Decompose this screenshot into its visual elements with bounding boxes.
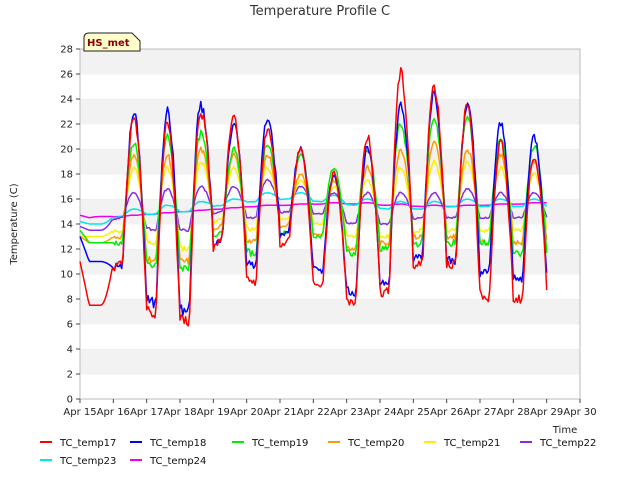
legend-item-tc_temp22: TC_temp22 [520,438,596,449]
legend-label: TC_temp17 [59,438,116,449]
y-tick-label: 28 [60,45,73,56]
x-tick-label: Apr 15 [63,407,96,418]
y-tick-label: 20 [60,145,73,156]
x-axis-ticks: Apr 15 Apr 16 Apr 17 Apr 18 Apr 19 Apr 20 Apr … [63,399,597,418]
legend-item-tc_temp18: TC_temp18 [130,438,206,449]
badge-box [83,32,141,52]
y-tick-label: 12 [60,245,73,256]
grid-band [80,49,580,74]
grid-band [80,74,580,99]
x-axis-title: Time [552,425,577,436]
legend-item-tc_temp19: TC_temp19 [232,438,308,449]
y-tick-label: 22 [60,120,73,131]
y-tick-label: 26 [60,70,73,81]
legend-item-tc_temp24: TC_temp24 [130,456,206,467]
grid-band [80,349,580,374]
legend-item-tc_temp20: TC_temp20 [328,438,404,449]
grid-band [80,224,580,249]
y-tick-label: 24 [60,95,73,106]
grid-band [80,274,580,299]
x-tick-label: Apr 23 [330,407,363,418]
x-tick-label: Apr 16 [97,407,130,418]
x-tick-label: Apr 27 [463,407,496,418]
y-tick-label: 2 [67,370,73,381]
series-layer [79,67,548,327]
x-tick-label: Apr 21 [263,407,296,418]
x-tick-label: Apr 20 [230,407,263,418]
chart-title: Temperature Profile C [249,4,390,19]
x-tick-label: Apr 22 [297,407,330,418]
legend-label: TC_temp18 [149,438,206,449]
y-tick-label: 18 [60,170,73,181]
grid-band [80,324,580,349]
grid-band [80,249,580,274]
x-tick-label: Apr 26 [430,407,463,418]
legend: TC_temp17 TC_temp18 TC_temp19 TC_temp20 TC_t… [40,438,596,467]
x-tick-label: Apr 28 [497,407,530,418]
y-tick-label: 10 [60,270,73,281]
y-tick-label: 6 [67,320,73,331]
y-axis-title: Temperature (C) [9,183,20,265]
grid-band [80,299,580,324]
grid-band [80,374,580,399]
series-line-tc_temp24 [79,201,547,219]
legend-item-tc_temp23: TC_temp23 [40,456,116,467]
y-tick-label: 14 [60,220,73,231]
legend-item-tc_temp17: TC_temp17 [40,438,116,449]
x-tick-label: Apr 17 [130,407,163,418]
badge-label: HS_met [87,38,130,49]
grid-band [80,99,580,124]
legend-label: TC_temp24 [149,456,206,467]
legend-label: TC_temp22 [539,438,596,449]
legend-label: TC_temp19 [251,438,308,449]
legend-label: TC_temp21 [443,438,500,449]
y-tick-label: 16 [60,195,73,206]
legend-item-tc_temp21: TC_temp21 [424,438,500,449]
x-tick-label: Apr 29 [530,407,563,418]
x-tick-label: Apr 18 [163,407,196,418]
x-tick-label: Apr 30 [563,407,596,418]
y-tick-label: 8 [67,295,73,306]
plot-background-bands [80,48,580,399]
y-tick-label: 4 [67,345,73,356]
x-tick-label: Apr 25 [397,407,430,418]
x-tick-label: Apr 24 [363,407,396,418]
y-tick-label: 0 [67,395,73,406]
station-badge: HS_met [83,32,141,52]
series-line-tc_temp17 [79,67,548,327]
legend-label: TC_temp20 [347,438,404,449]
legend-label: TC_temp23 [59,456,116,467]
series-line-tc_temp23 [79,191,548,225]
series-line-tc_temp19 [79,115,548,272]
x-tick-label: Apr 19 [197,407,230,418]
